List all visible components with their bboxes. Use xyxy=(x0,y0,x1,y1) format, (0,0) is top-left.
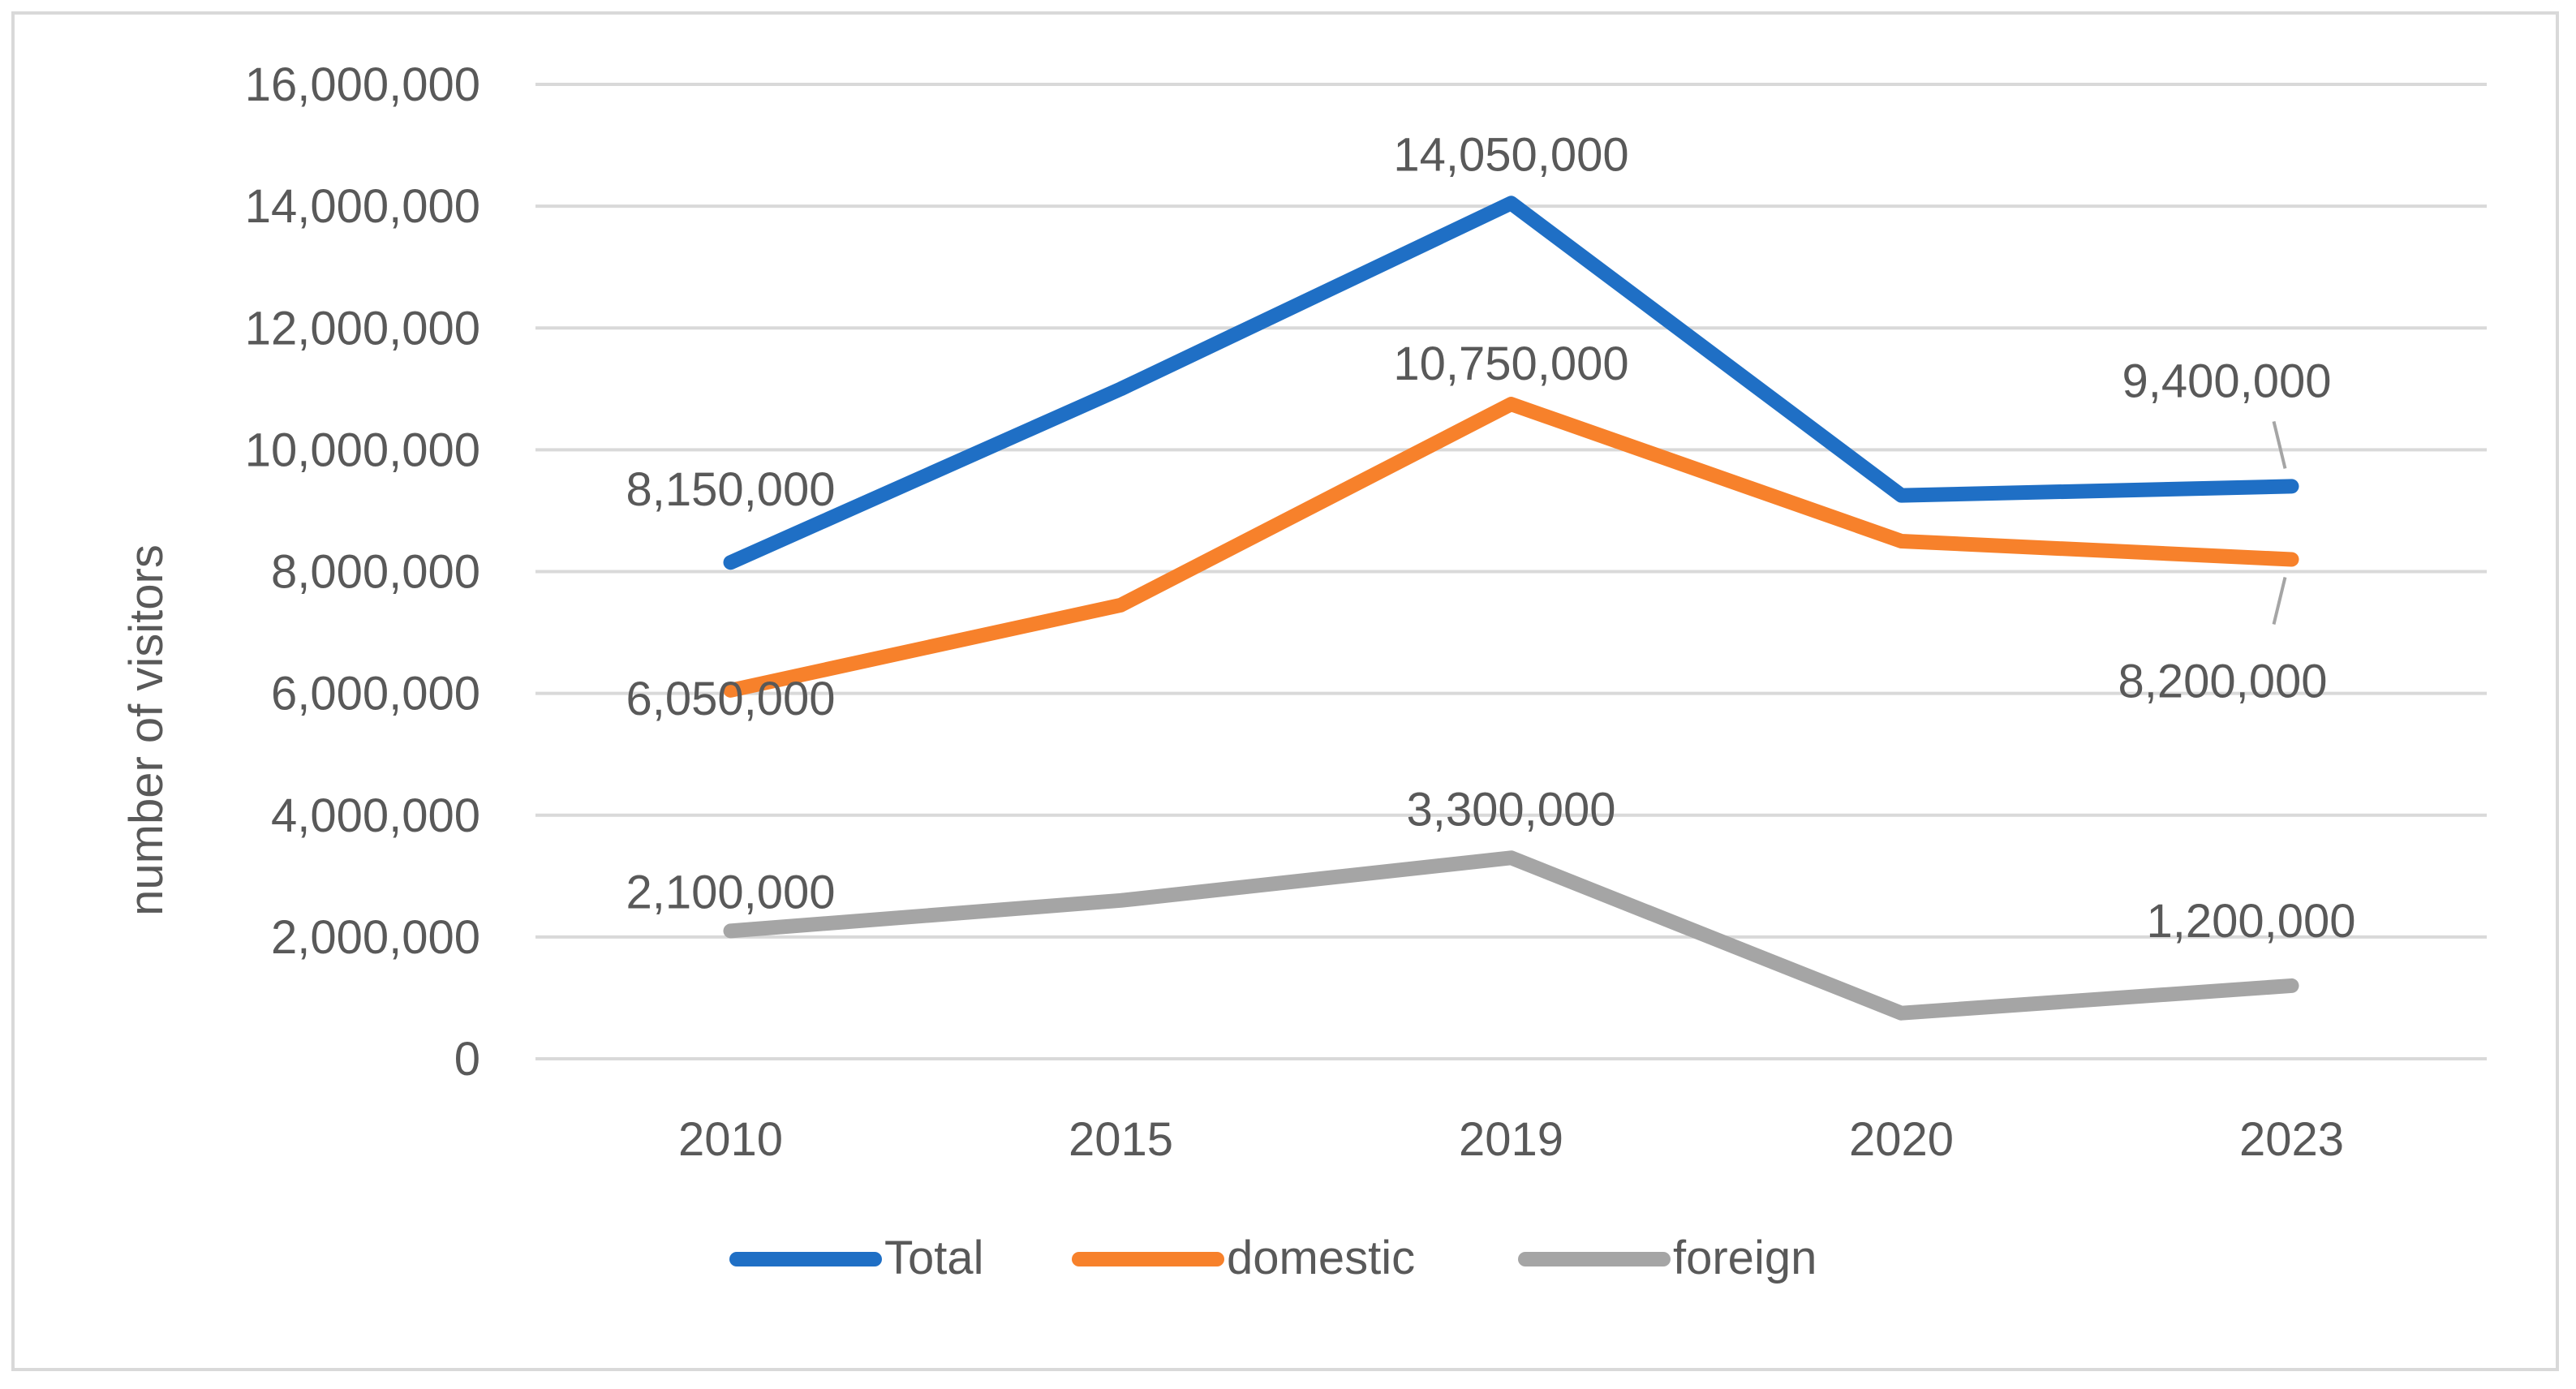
data-label: 9,400,000 xyxy=(2122,355,2331,407)
gridlines xyxy=(535,83,2487,1060)
x-tick-label: 2015 xyxy=(1069,1113,1173,1166)
data-label: 3,300,000 xyxy=(1406,783,1615,836)
data-label: 6,050,000 xyxy=(626,673,835,725)
series-line-foreign xyxy=(723,850,2299,1021)
leader-line xyxy=(2272,577,2287,625)
data-label: 8,200,000 xyxy=(2118,655,2327,707)
y-tick-label: 0 xyxy=(454,1033,480,1086)
y-tick-label: 6,000,000 xyxy=(271,668,480,720)
x-tick-label: 2019 xyxy=(1459,1113,1563,1166)
data-label: 8,150,000 xyxy=(626,463,835,516)
y-axis-label: number of visitors xyxy=(120,544,173,916)
x-tick-label: 2020 xyxy=(1849,1113,1954,1166)
y-tick-label: 12,000,000 xyxy=(245,302,480,355)
y-tick-label: 8,000,000 xyxy=(271,546,480,599)
y-axis-tick-labels: 0 2,000,000 4,000,000 6,000,000 8,000,000 10,… xyxy=(245,58,480,1086)
legend-label-foreign: foreign xyxy=(1673,1232,1817,1284)
y-tick-label: 4,000,000 xyxy=(271,789,480,842)
series-line-total xyxy=(723,196,2299,570)
data-label: 1,200,000 xyxy=(2146,895,2355,948)
x-tick-label: 2010 xyxy=(678,1113,783,1166)
y-tick-label: 10,000,000 xyxy=(245,424,480,476)
series-lines xyxy=(723,196,2299,1021)
y-tick-label: 14,000,000 xyxy=(245,180,480,233)
data-labels: 8,150,000 14,050,000 9,400,000 6,050,000 10,… xyxy=(626,128,2355,948)
legend-label-total: Total xyxy=(884,1232,984,1284)
legend: Total domestic foreign xyxy=(729,1232,1817,1284)
data-label: 2,100,000 xyxy=(626,866,835,918)
series-line-domestic xyxy=(723,397,2299,698)
legend-label-domestic: domestic xyxy=(1227,1232,1415,1284)
y-tick-label: 16,000,000 xyxy=(245,58,480,111)
y-tick-label: 2,000,000 xyxy=(271,911,480,964)
x-tick-label: 2023 xyxy=(2239,1113,2344,1166)
leader-line xyxy=(2272,420,2287,469)
data-label: 14,050,000 xyxy=(1393,128,1628,181)
chart-frame xyxy=(11,11,2559,1371)
data-label: 10,750,000 xyxy=(1393,338,1628,390)
x-axis-tick-labels: 2010 2015 2019 2020 2023 xyxy=(678,1113,2344,1166)
